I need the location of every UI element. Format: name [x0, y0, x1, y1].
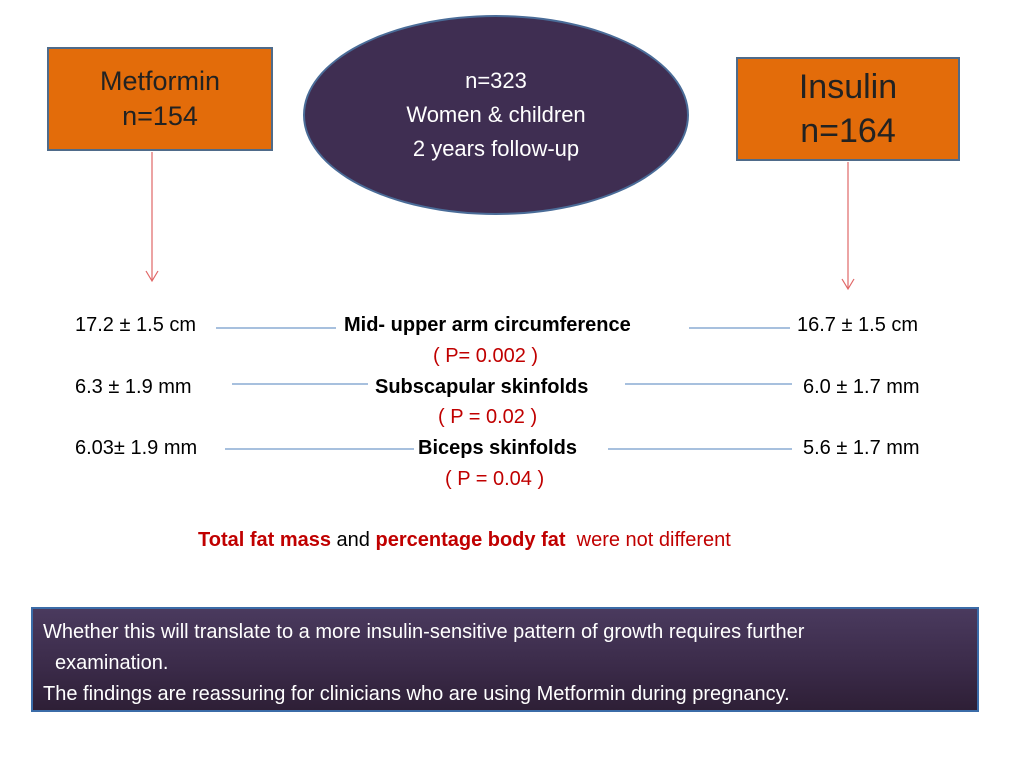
p-value-subscapular: ( P = 0.02 ) [438, 406, 538, 428]
insulin-subscapular: 6.0 ± 1.7 mm [803, 376, 920, 398]
summary-total-fat-mass: Total fat mass [198, 529, 331, 551]
measure-label-arm-circumference: Mid- upper arm circumference [344, 314, 631, 336]
population-description: Women & children [406, 102, 586, 127]
insulin-count: n=164 [800, 112, 896, 150]
summary-statement: Total fat mass and percentage body fat w… [198, 528, 731, 552]
summary-percentage-body-fat: percentage body fat [375, 529, 566, 551]
p-value-arm-circumference: ( P= 0.002 ) [433, 345, 539, 367]
metformin-biceps: 6.03± 1.9 mm [75, 437, 198, 459]
insulin-label: Insulin [798, 67, 898, 106]
insulin-biceps: 5.6 ± 1.7 mm [803, 437, 920, 459]
measure-label-biceps: Biceps skinfolds [418, 437, 577, 459]
insulin-group-box: Insulin n=164 [736, 57, 960, 161]
summary-and: and [331, 529, 376, 551]
summary-not-different: were not different [565, 529, 731, 551]
metformin-group-box: Metformin n=154 [47, 47, 273, 151]
metformin-arm-circumference: 17.2 ± 1.5 cm [75, 314, 197, 336]
population-count: n=323 [465, 68, 527, 93]
conclusion-box: Whether this will translate to a more in… [31, 607, 979, 712]
metformin-label: Metformin [99, 65, 221, 96]
conclusion-line-3: The findings are reassuring for clinicia… [43, 683, 790, 705]
conclusion-line-1: Whether this will translate to a more in… [43, 621, 805, 643]
metformin-subscapular: 6.3 ± 1.9 mm [75, 376, 192, 398]
conclusion-line-2: examination. [55, 652, 169, 674]
metformin-count: n=154 [122, 101, 198, 131]
metformin-arrow [145, 152, 159, 283]
insulin-arrow [841, 162, 855, 291]
measure-label-subscapular: Subscapular skinfolds [375, 376, 589, 398]
follow-up-duration: 2 years follow-up [412, 136, 580, 161]
p-value-biceps: ( P = 0.04 ) [445, 468, 545, 490]
insulin-arm-circumference: 16.7 ± 1.5 cm [797, 314, 919, 336]
study-population-ellipse: n=323 Women & children 2 years follow-up [303, 15, 689, 215]
